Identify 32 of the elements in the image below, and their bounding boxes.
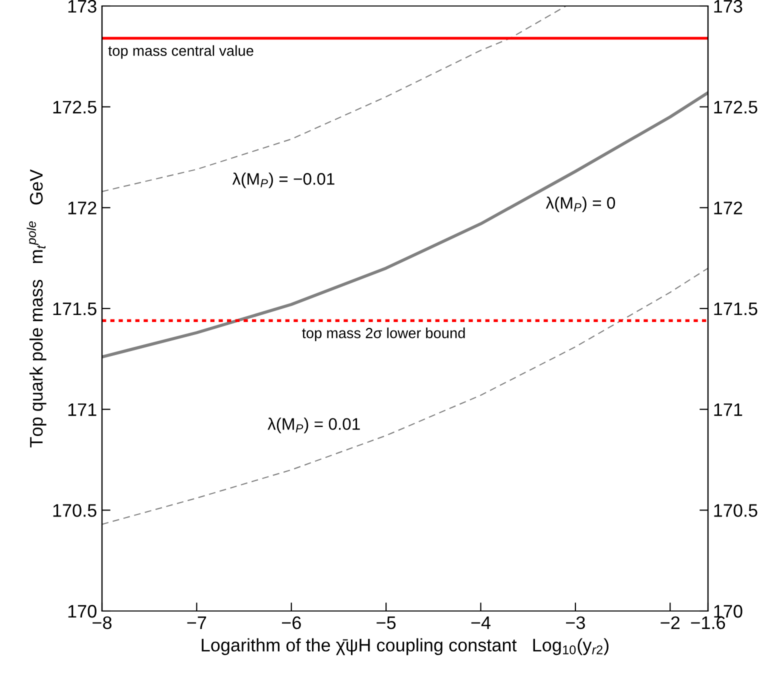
- y2-tick-label: 171: [714, 403, 742, 416]
- x-tick-label: −6: [282, 616, 301, 630]
- y-tick-label: 170.5: [53, 504, 96, 517]
- y-tick-label: 172: [68, 202, 96, 214]
- line-series: [102, 6, 567, 192]
- series-label: λ(M$_{P}$) = −0.01: [232, 172, 334, 188]
- text: Top quark pole mass m$_{t}$$^{pole}$ GeV: [26, 169, 46, 448]
- x-tick-label: −3: [566, 616, 585, 630]
- y2-tick-label: 172: [714, 202, 742, 214]
- series-label: λ(M$_{P}$) = 0.01: [268, 418, 360, 434]
- y-tick-label: 171.5: [53, 302, 96, 316]
- x-tick-label: −5: [376, 616, 396, 630]
- line-series: [102, 91, 708, 358]
- x-tick-label: −1.6: [691, 616, 726, 630]
- y-tick-label: 170: [68, 604, 96, 618]
- line-series: [102, 268, 708, 525]
- y-tick-label: 172.5: [53, 100, 96, 114]
- ref-line-label: top mass central value: [108, 45, 254, 59]
- y-tick-label: 171: [68, 403, 96, 416]
- ref-line-label: top mass 2σ lower bound: [302, 328, 465, 342]
- y2-tick-label: 173: [714, 0, 742, 13]
- y2-tick-label: 170.5: [714, 504, 758, 517]
- y2-tick-label: 171.5: [714, 302, 758, 316]
- x-tick-label: −8: [92, 616, 112, 630]
- y2-tick-label: 170: [714, 604, 742, 618]
- series-label: λ(M$_{P}$) = 0: [546, 196, 616, 212]
- x-axis-title: Logarithm of the χ̄ψH coupling constant Log$_{10}$(y$_{r2}$): [202, 638, 608, 656]
- x-tick-label: −7: [187, 616, 206, 629]
- x-tick-label: −4: [471, 616, 491, 629]
- y2-tick-label: 172.5: [714, 100, 758, 114]
- x-tick-label: −2: [660, 616, 680, 629]
- y-tick-label: 173: [68, 0, 96, 13]
